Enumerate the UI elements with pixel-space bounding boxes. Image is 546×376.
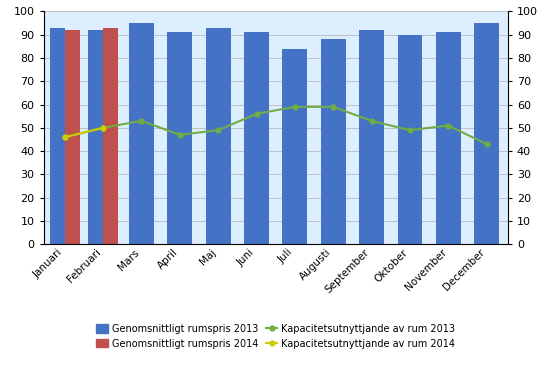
Bar: [129, 23, 154, 244]
Bar: [65, 30, 80, 244]
Bar: [436, 32, 461, 244]
Bar: [359, 30, 384, 244]
Bar: [321, 39, 346, 244]
Bar: [50, 27, 64, 244]
Bar: [103, 27, 118, 244]
Bar: [244, 32, 269, 244]
Bar: [88, 30, 103, 244]
Bar: [168, 32, 192, 244]
Legend: Genomsnittligt rumspris 2013, Genomsnittligt rumspris 2014, Kapacitetsutnyttjand: Genomsnittligt rumspris 2013, Genomsnitt…: [96, 324, 455, 349]
Bar: [206, 27, 230, 244]
Bar: [474, 23, 499, 244]
Bar: [397, 35, 423, 244]
Bar: [282, 49, 307, 244]
